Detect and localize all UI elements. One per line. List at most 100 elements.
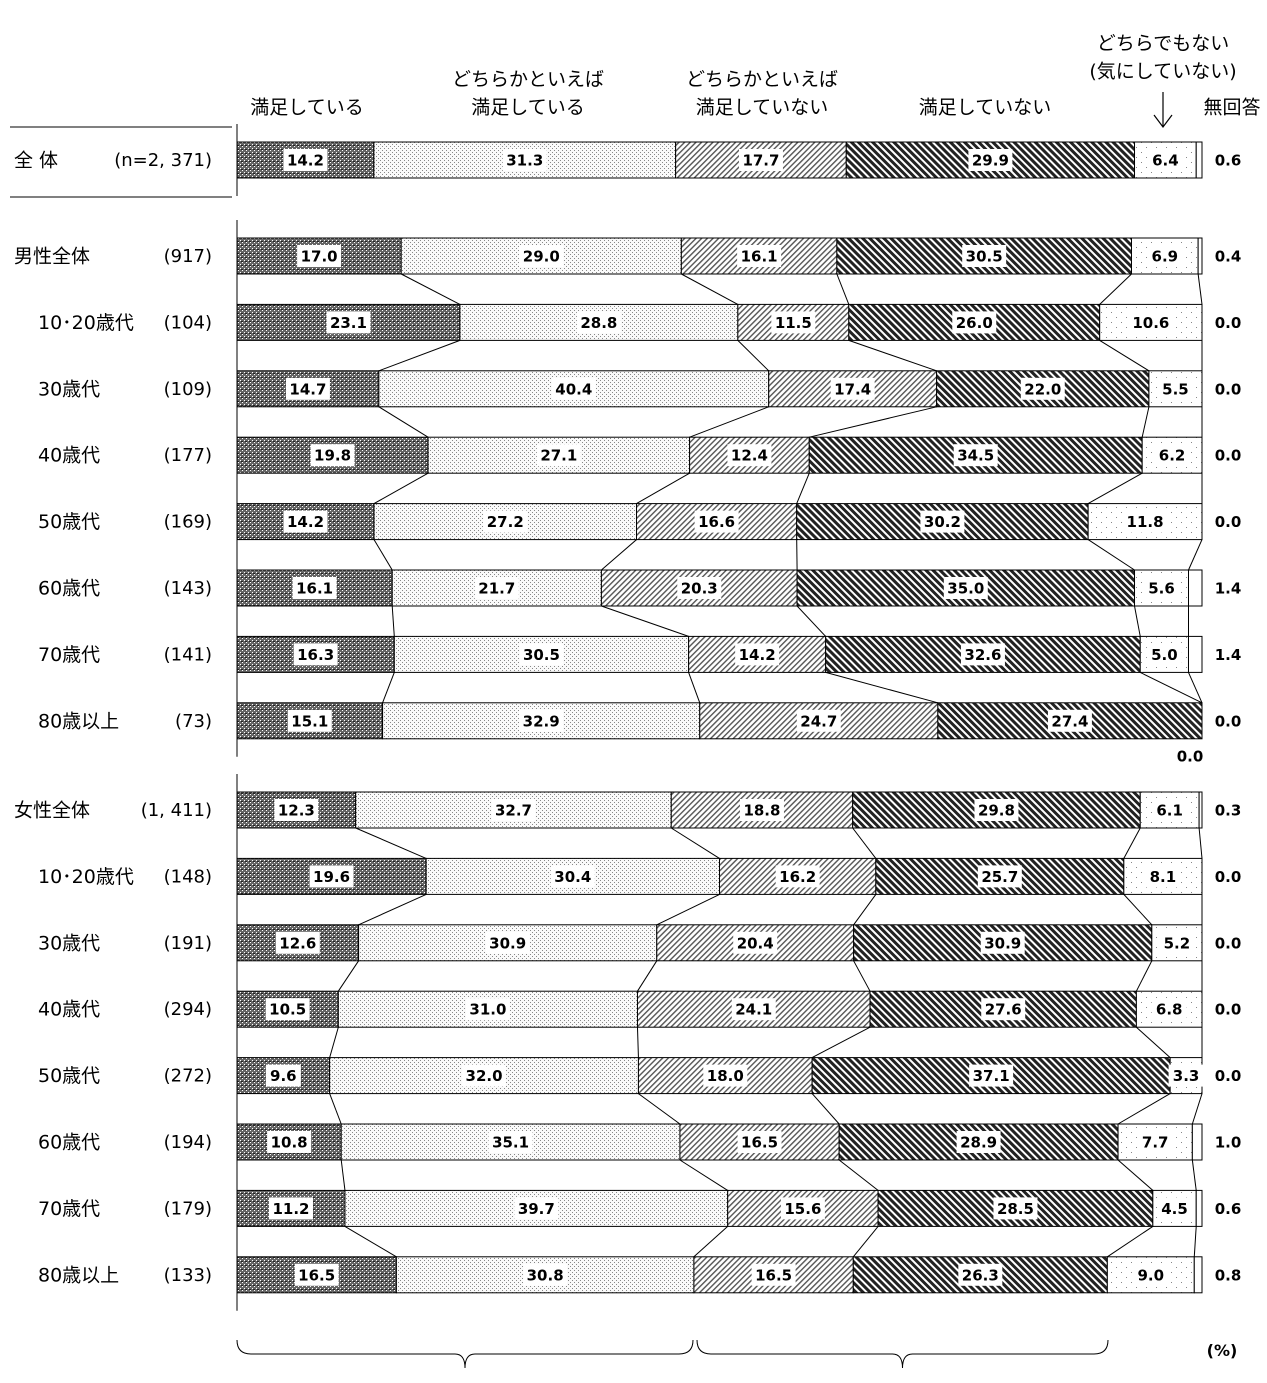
data-label-bg	[958, 1263, 1003, 1286]
data-label-bg	[310, 444, 355, 467]
connector-line	[329, 1093, 342, 1125]
data-label: 30.5	[523, 646, 560, 664]
connector-line	[737, 340, 770, 372]
connector-line	[796, 473, 810, 504]
data-label-bg	[514, 1197, 559, 1220]
data-label: 15.1	[291, 712, 328, 730]
no-answer-value: 0.8	[1215, 1266, 1242, 1284]
data-label-bg	[775, 865, 820, 888]
data-label-bg	[519, 643, 564, 666]
data-label-bg	[483, 510, 528, 533]
connector-line	[358, 893, 427, 926]
data-label: 14.2	[287, 513, 324, 531]
data-label: 24.7	[800, 712, 837, 730]
connector-line	[689, 406, 769, 438]
data-label: 40.4	[555, 380, 592, 398]
data-label-bg	[677, 577, 722, 599]
data-label-bg	[969, 1064, 1014, 1087]
row-label: 女性全体	[14, 800, 90, 822]
connector-line	[1087, 472, 1143, 505]
data-label-bg	[1020, 377, 1065, 400]
connector-line	[1191, 1159, 1197, 1191]
data-label-bg	[326, 311, 371, 334]
data-label: 9.0	[1138, 1266, 1165, 1284]
data-label: 5.2	[1164, 934, 1191, 952]
data-label: 8.1	[1150, 868, 1177, 886]
data-label-bg	[550, 865, 595, 888]
data-label: 16.1	[741, 248, 778, 266]
data-label: 19.6	[313, 868, 350, 886]
no-answer-value: 1.4	[1215, 580, 1242, 598]
connector-line	[693, 1226, 729, 1258]
connector-line	[1123, 894, 1153, 926]
data-label-bg	[735, 643, 780, 666]
connector-line	[1140, 671, 1203, 704]
data-label-bg	[981, 998, 1026, 1021]
data-label-bg	[488, 1131, 533, 1153]
no-answer-value: 0.0	[1215, 868, 1242, 886]
data-label-bg	[267, 1131, 312, 1153]
legend-header-1: どちらかといえば	[452, 69, 604, 91]
data-label-bg	[731, 998, 776, 1021]
data-label-bg	[703, 1064, 748, 1087]
row-n: (133)	[164, 1265, 212, 1286]
data-label-bg	[952, 311, 997, 334]
data-label: 20.3	[681, 580, 718, 598]
data-label-bg	[551, 377, 596, 400]
row-n: (141)	[164, 644, 212, 665]
data-label: 27.2	[487, 513, 524, 531]
connector-line	[825, 671, 938, 704]
data-label: 6.4	[1152, 152, 1179, 170]
data-label-bg	[285, 377, 330, 400]
data-label: 24.1	[735, 1001, 772, 1019]
data-label: 18.0	[707, 1067, 744, 1085]
connector-line	[337, 960, 360, 992]
data-label: 6.2	[1159, 447, 1186, 465]
data-label-bg	[474, 577, 519, 599]
connector-line	[1087, 539, 1135, 571]
bar-segment	[1197, 237, 1203, 275]
connector-line	[1134, 605, 1141, 637]
connector-line	[1117, 1159, 1154, 1191]
row-n: (73)	[175, 711, 212, 732]
data-label: 26.3	[962, 1266, 999, 1284]
bars: 14.2 31.3 17.7 29.9 6.4 0.6 17.0 29.0 16.1 30.5 6.…	[236, 141, 1242, 1294]
connector-line	[637, 960, 658, 992]
bar-segment	[1193, 1256, 1203, 1294]
row-label: 80歳以上	[38, 1264, 119, 1286]
data-label: 5.6	[1148, 580, 1175, 598]
data-label-bg	[1128, 311, 1173, 334]
connector-line	[1193, 1226, 1197, 1257]
row-label: 50歳代	[38, 511, 100, 533]
data-label: 14.7	[289, 380, 326, 398]
data-label-bg	[297, 245, 342, 267]
row-n: (194)	[164, 1132, 212, 1153]
data-label-bg	[1146, 643, 1182, 666]
data-label: 11.2	[272, 1200, 309, 1218]
connector-line	[1141, 406, 1150, 438]
data-label: 6.9	[1152, 248, 1179, 266]
data-label: 22.0	[1024, 380, 1061, 398]
data-label-bg	[523, 1263, 568, 1286]
data-label-bg	[502, 149, 547, 171]
data-label-bg	[780, 1197, 825, 1220]
data-label-bg	[739, 799, 784, 821]
connector-line	[1197, 273, 1203, 305]
row-label: 80歳以上	[38, 710, 119, 732]
connector-lines	[329, 273, 1203, 1258]
no-answer-value: 1.0	[1215, 1134, 1242, 1152]
data-label: 12.4	[731, 447, 768, 465]
no-answer-value: 0.0	[1215, 1067, 1242, 1085]
row-label: 70歳代	[38, 644, 100, 666]
data-label-bg	[993, 1197, 1038, 1220]
data-label: 16.5	[298, 1266, 335, 1284]
no-answer-value: 0.0	[1215, 934, 1242, 952]
data-label: 30.9	[984, 934, 1021, 952]
row-n: (179)	[164, 1198, 212, 1219]
connector-line	[391, 605, 395, 637]
data-label: 27.6	[985, 1001, 1022, 1019]
bracket-annotations: 《満足している》《満足していない》	[236, 1339, 1109, 1369]
connector-line	[670, 827, 720, 859]
legend-header-5: 無回答	[1203, 97, 1260, 119]
